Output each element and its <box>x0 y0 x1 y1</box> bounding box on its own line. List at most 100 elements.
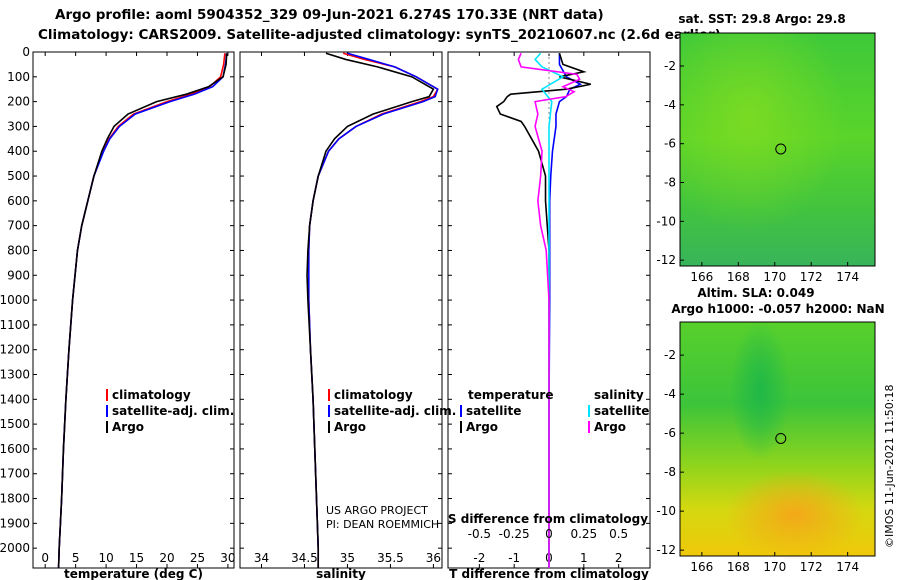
depth-tick-label: 700 <box>7 219 30 233</box>
salinity-frame <box>239 51 443 569</box>
diff-temperature-legend-label: satellite <box>466 404 521 418</box>
depth-tick-label: 2000 <box>0 541 30 555</box>
depth-tick-label: 200 <box>7 95 30 109</box>
sst_map-xtick-label: 172 <box>800 270 823 284</box>
sla_map-ytick-label: -4 <box>664 387 676 401</box>
temperature-legend-label: Argo <box>112 420 144 434</box>
sla_map-ytick-label: -10 <box>656 504 676 518</box>
chart-title-line1: Argo profile: aoml 5904352_329 09-Jun-20… <box>55 7 604 23</box>
temperature-legend-label: satellite-adj. clim. <box>112 404 234 418</box>
temperature-frame <box>32 51 235 569</box>
depth-tick-label: 900 <box>7 268 30 282</box>
depth-tick-label: 300 <box>7 119 30 133</box>
temperature-legend-label: climatology <box>112 388 191 402</box>
depth-tick-label: 1400 <box>0 392 30 406</box>
diff-salinity-legend-label: satellite <box>594 404 649 418</box>
sst-map-frame <box>679 32 876 267</box>
sla-map-title-line1: Altim. SLA: 0.049 <box>697 286 814 300</box>
diff-salinity-legend-label: Argo <box>594 420 626 434</box>
salinity-line-argo <box>306 52 435 568</box>
depth-tick-label: 1700 <box>0 467 30 481</box>
temperature-panel: 0100200300400500600700800900100011001200… <box>0 45 236 580</box>
sst-map-ticks: 166 168 170 172 174 -2 -4 -6 -8 -10 -12 <box>656 59 859 284</box>
salinity-line-satellite-adj-clim- <box>307 52 439 568</box>
temperature-xtick-label: 10 <box>98 551 113 565</box>
sla_map-xtick-label: 170 <box>763 560 786 574</box>
depth-tick-label: 1800 <box>0 492 30 506</box>
salinity-xlabel: salinity <box>316 567 366 580</box>
sla_map-xtick-label: 172 <box>800 560 823 574</box>
sst-map-title: sat. SST: 29.8 Argo: 29.8 <box>678 12 845 26</box>
depth-tick-label: 400 <box>7 144 30 158</box>
depth-tick-label: 1200 <box>0 343 30 357</box>
depth-tick-label: 800 <box>7 243 30 257</box>
depth-tick-label: 100 <box>7 70 30 84</box>
sla_map-ytick-label: -2 <box>664 348 676 362</box>
sla-map-title-line2: Argo h1000: -0.057 h2000: NaN <box>671 302 884 316</box>
difference-line-t-satellite <box>548 53 583 568</box>
salinity-diff-tick-label: -0.5 <box>468 527 491 541</box>
diff-temperature-legend-label: Argo <box>466 420 498 434</box>
sla-map-frame <box>679 321 876 557</box>
sla-argo-marker <box>775 432 787 444</box>
temperature-xtick-label: 25 <box>190 551 205 565</box>
sst_map-ytick-label: -10 <box>656 214 676 228</box>
temperature-xtick-label: 20 <box>159 551 174 565</box>
depth-tick-label: 500 <box>7 169 30 183</box>
difference-line-t-argo <box>495 53 591 568</box>
sst_map-xtick-label: 170 <box>763 270 786 284</box>
sla_map-ytick-label: -12 <box>656 543 676 557</box>
salinity-legend-label: Argo <box>334 420 366 434</box>
diff-legend-salinity-title: salinity <box>594 388 644 402</box>
difference-xtick-label: 1 <box>580 551 588 565</box>
sla-map-ticks: 166 168 170 172 174 -2 -4 -6 -8 -10 -12 <box>656 348 859 574</box>
salinity-xtick-label: 35 <box>340 551 355 565</box>
temperature-xlabel: temperature (deg C) <box>64 567 203 580</box>
salinity-legend-label: climatology <box>334 388 413 402</box>
temperature-xtick-label: 15 <box>129 551 144 565</box>
temperature-xtick-label: 30 <box>220 551 235 565</box>
depth-tick-label: 0 <box>22 45 30 59</box>
salinity-xtick-label: 36 <box>426 551 441 565</box>
salinity-panel: 34 34.5 35 35.5 36 salinity <box>239 51 443 580</box>
sst_map-xtick-label: 168 <box>727 270 750 284</box>
sla_map-ytick-label: -6 <box>664 426 676 440</box>
sla_map-xtick-label: 168 <box>727 560 750 574</box>
sst-map-warm-patch <box>680 33 875 266</box>
salinity-diff-tick-label: 0 <box>545 527 553 541</box>
salinity-xtick-label: 35.5 <box>377 551 404 565</box>
depth-tick-label: 1000 <box>0 293 30 307</box>
sla_map-xtick-label: 166 <box>690 560 713 574</box>
footer-credit: ©IMOS 11-Jun-2021 11:50:18 <box>883 384 896 548</box>
diff-legend-temperature-title: temperature <box>468 388 553 402</box>
depth-tick-label: 1300 <box>0 368 30 382</box>
sst_map-ytick-label: -12 <box>656 253 676 267</box>
sla-map-high-anomaly <box>725 470 865 560</box>
depth-tick-label: 600 <box>7 194 30 208</box>
sst_map-ytick-label: -2 <box>664 59 676 73</box>
depth-tick-label: 1900 <box>0 516 30 530</box>
sla_map-xtick-label: 174 <box>836 560 859 574</box>
difference-line-s-argo <box>517 52 581 568</box>
salinity-diff-tick-label: -0.25 <box>499 527 530 541</box>
sst-map: sat. SST: 29.8 Argo: 29.8 166 168 170 172 17… <box>656 12 876 284</box>
salinity-diff-tick-label: 0.5 <box>609 527 628 541</box>
sst_map-ytick-label: -6 <box>664 137 676 151</box>
salinity-legend-label: satellite-adj. clim. <box>334 404 456 418</box>
chart-title-line2: Climatology: CARS2009. Satellite-adjuste… <box>38 27 721 43</box>
salinity-annotation: US ARGO PROJECT <box>326 504 428 517</box>
salinity-diff-axis-label: S difference from climatology <box>448 512 648 526</box>
sla-map: Altim. SLA: 0.049 Argo h1000: -0.057 h20… <box>656 286 884 574</box>
depth-tick-label: 1600 <box>0 442 30 456</box>
difference-xtick-label: 2 <box>615 551 623 565</box>
depth-tick-label: 1500 <box>0 417 30 431</box>
salinity-annotation: PI: DEAN ROEMMICH <box>326 518 439 531</box>
difference-xtick-label: -2 <box>473 551 485 565</box>
sla-map-low-anomaly <box>730 320 790 460</box>
temperature-xtick-label: 5 <box>72 551 80 565</box>
sst_map-xtick-label: 174 <box>836 270 859 284</box>
difference-xlabel: T difference from climatology <box>449 567 649 580</box>
salinity-xtick-label: 34.5 <box>291 551 318 565</box>
salinity-xtick-label: 34 <box>254 551 269 565</box>
